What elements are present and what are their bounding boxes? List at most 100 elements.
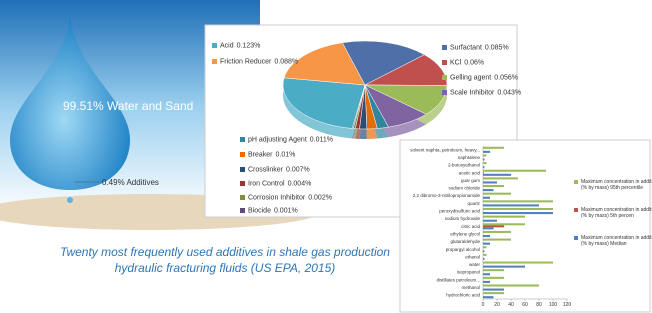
bar: [483, 158, 484, 160]
x-tick-label: 20: [494, 302, 500, 308]
legend-value: 0.123%: [237, 43, 261, 50]
legend-value: 0.001%: [274, 208, 298, 215]
legend-swatch: [212, 59, 217, 64]
x-tick-label: 60: [522, 302, 528, 308]
bar: [483, 181, 497, 183]
legend-swatch: [442, 45, 447, 50]
bar: [483, 254, 487, 256]
bar: [483, 239, 511, 241]
legend-value: 0.01%: [276, 152, 296, 159]
small-drop: [67, 197, 73, 203]
y-tick-label: distillates petroleum...: [436, 277, 480, 282]
water-label: 99.51% Water and Sand: [63, 99, 193, 113]
bar: [483, 223, 525, 225]
legend-swatch: [240, 167, 245, 172]
legend-value: 0.043%: [497, 90, 521, 97]
legend-swatch: [240, 195, 245, 200]
y-tick-label: isopropanol: [457, 270, 480, 275]
legend-swatch: [442, 60, 447, 65]
legend-label: pH adjusting Agent0.011%: [248, 137, 333, 144]
bar: [483, 246, 487, 248]
x-tick-label: 100: [549, 302, 558, 308]
legend-swatch: [240, 137, 245, 142]
legend-label: Iron Control0.004%: [248, 181, 311, 188]
bar: [483, 227, 494, 229]
bar: [483, 174, 511, 176]
bar: [483, 281, 490, 283]
bar: [483, 197, 490, 199]
legend-value: 0.056%: [494, 75, 518, 82]
legend-label: Corrosion Inhibitor0.002%: [248, 195, 332, 202]
bar: [483, 147, 504, 149]
y-tick-label: sodium chloride: [448, 186, 480, 191]
legend-value: 0.06%: [464, 60, 484, 67]
y-tick-label: glutaraldehyde: [450, 239, 480, 244]
bar: [483, 200, 553, 202]
bar: [483, 220, 497, 222]
legend-label: Maximum concentration in additive (% by …: [581, 179, 652, 191]
bar: [483, 208, 553, 210]
bar: [483, 292, 504, 294]
legend-swatch: [212, 43, 217, 48]
y-tick-label: ethanol: [465, 254, 480, 259]
bar: [483, 289, 504, 291]
bar: [483, 243, 490, 245]
y-tick-label: solvent naphta, petroleum, heavy...: [410, 147, 480, 152]
y-tick-label: 2-butoxyethanol: [448, 163, 480, 168]
y-tick-label: sodium hydroxide: [445, 216, 481, 221]
caption: Twenty most frequently used additives in…: [55, 244, 395, 276]
bar: [483, 231, 511, 233]
bar: [483, 277, 504, 279]
legend-swatch: [442, 75, 447, 80]
bar: [483, 162, 487, 164]
bar: [483, 189, 494, 191]
legend-value: 0.004%: [288, 181, 312, 188]
bar: [483, 284, 539, 286]
bar: [483, 166, 484, 168]
bar: [483, 269, 504, 271]
y-tick-label: peroxydisulfuric acid: [439, 209, 480, 214]
legend-swatch: [442, 90, 447, 95]
bar: [483, 273, 490, 275]
bar: [483, 193, 511, 195]
x-tick-label: 120: [563, 302, 572, 308]
bar: [483, 212, 553, 214]
x-tick-label: 0: [482, 302, 485, 308]
legend-value: 0.011%: [310, 137, 333, 144]
bar: [483, 151, 490, 153]
y-tick-label: propargyl alcohol: [446, 247, 480, 252]
y-tick-label: 2,2 dibromo-3-nitrilopropionamide: [413, 193, 481, 198]
bar: [483, 258, 484, 260]
additives-label: 0.49% Additives: [102, 178, 159, 187]
legend-value: 0.007%: [286, 167, 310, 174]
y-tick-label: acetic acid: [459, 170, 481, 175]
y-tick-label: guar gum: [461, 178, 480, 183]
y-tick-label: citric acid: [461, 224, 480, 229]
y-tick-label: water: [469, 262, 481, 267]
legend-swatch: [574, 180, 578, 184]
bar: [483, 185, 504, 187]
legend-swatch: [240, 208, 245, 213]
bar: [483, 266, 525, 268]
bar: [483, 172, 484, 174]
x-tick-label: 40: [508, 302, 514, 308]
legend-swatch: [574, 208, 578, 212]
bar: [483, 262, 553, 264]
y-tick-label: naphtalene: [458, 155, 481, 160]
legend-value: 0.088%: [274, 59, 298, 66]
bar: [483, 235, 490, 237]
legend-label: Maximum concentration in additive (% by …: [581, 207, 652, 219]
bar: [483, 225, 504, 227]
bar: [483, 250, 484, 252]
legend-swatch: [240, 152, 245, 157]
bar: [483, 296, 494, 298]
bar: [483, 154, 487, 156]
y-tick-label: quartz: [467, 201, 480, 206]
bar: [483, 170, 546, 172]
